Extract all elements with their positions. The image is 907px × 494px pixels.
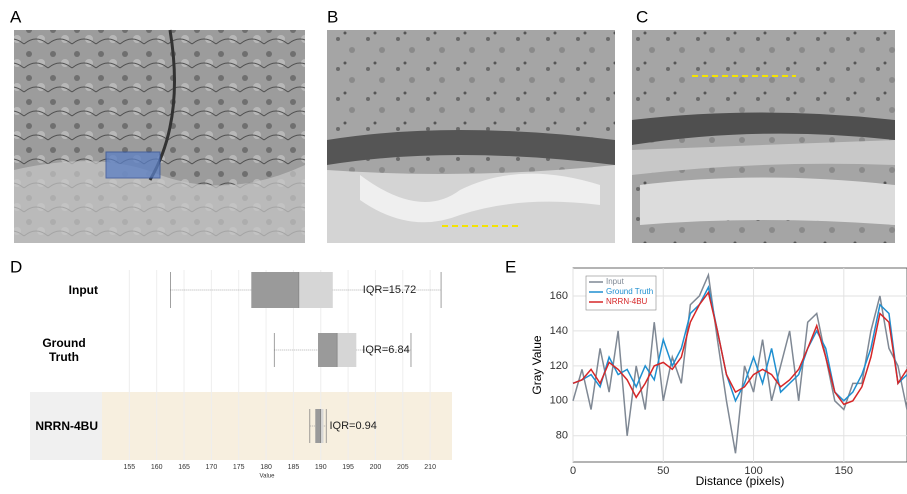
category-label: NRRN-4BU <box>35 419 98 433</box>
box-upper <box>337 333 357 367</box>
category-label: Input <box>68 283 98 297</box>
x-tick-label: 0 <box>570 465 576 477</box>
x-tick-label: 170 <box>206 464 218 471</box>
x-tick-label: 160 <box>151 464 163 471</box>
x-tick-label: 165 <box>178 464 190 471</box>
panel-label: D <box>10 257 22 276</box>
series-line <box>572 272 907 454</box>
box-chart: 155 160 165 170 175 180 185 190 195 200 205 210 Valu… <box>30 270 452 480</box>
legend-label: NRRN-4BU <box>606 297 648 306</box>
panel-a <box>14 29 305 243</box>
y-tick-label: 100 <box>550 395 568 407</box>
x-tick-label: 155 <box>124 464 136 471</box>
x-tick-label: 200 <box>370 464 382 471</box>
label-band <box>30 392 102 460</box>
x-tick-label: 210 <box>424 464 436 471</box>
box-lower <box>251 272 299 308</box>
x-tick-label: 50 <box>657 465 669 477</box>
box-lower <box>318 333 338 367</box>
iqr-annotation: IQR=6.84 <box>362 344 409 356</box>
category-label-box: Ground Truth <box>42 336 86 364</box>
x-axis-label: Value <box>260 474 276 480</box>
y-axis-label: Gray Value <box>530 335 544 394</box>
series-line <box>572 290 907 406</box>
y-tick-label: 120 <box>550 360 568 372</box>
x-tick-label: 175 <box>233 464 245 471</box>
y-tick-label: 140 <box>550 325 568 337</box>
x-tick-label: 100 <box>744 465 762 477</box>
box-upper <box>320 409 324 443</box>
panel-label: B <box>327 7 338 26</box>
highlight-band <box>102 392 452 460</box>
y-tick-label: 80 <box>556 430 568 442</box>
panel-label: C <box>636 7 648 26</box>
x-tick-label: 185 <box>288 464 300 471</box>
panel-label: A <box>10 7 22 26</box>
x-tick-label: 195 <box>342 464 354 471</box>
category-label: Ground Truth <box>42 336 86 364</box>
panel-b <box>327 30 615 243</box>
x-tick-label: 150 <box>835 465 853 477</box>
legend-label: Ground Truth <box>606 287 653 296</box>
box-upper <box>298 272 333 308</box>
y-tick-label: 160 <box>550 290 568 302</box>
x-tick-label: 190 <box>315 464 327 471</box>
x-tick-label: 180 <box>260 464 272 471</box>
x-tick-label: 205 <box>397 464 409 471</box>
series-line <box>572 284 907 403</box>
category-label-box: NRRN-4BU <box>35 419 98 433</box>
panel-c <box>632 30 895 243</box>
panel-label: E <box>505 257 516 276</box>
iqr-annotation: IQR=0.94 <box>329 420 376 432</box>
box-lower <box>315 409 321 443</box>
category-label-box: Input <box>68 283 98 297</box>
legend-label: Input <box>606 277 625 286</box>
iqr-annotation: IQR=15.72 <box>363 284 417 296</box>
x-axis-label: Distance (pixels) <box>696 474 785 488</box>
line-chart: 80 100 120 140 160 0 50 100 150 Distance (pixels)… <box>530 267 907 488</box>
